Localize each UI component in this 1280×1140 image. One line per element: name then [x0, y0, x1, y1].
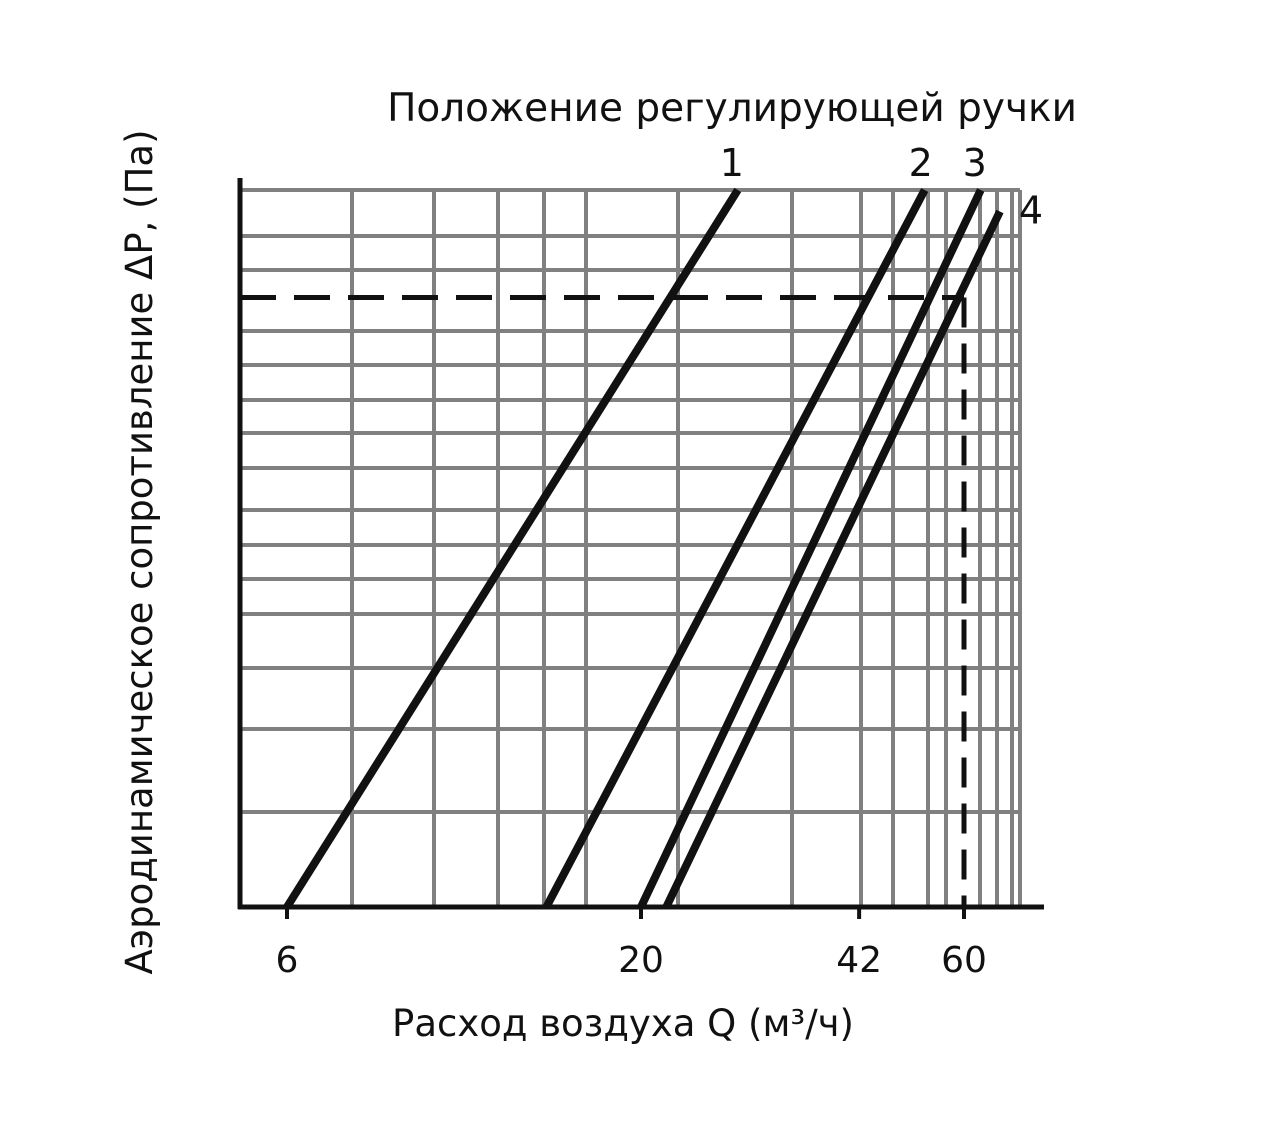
series-label-4: 4: [1019, 189, 1043, 233]
x-tick-label: 60: [941, 940, 987, 981]
x-tick-labels: 6 20 42 60: [276, 940, 987, 981]
series-line-4: [662, 209, 1004, 909]
x-tick-label: 6: [276, 940, 299, 981]
series-line-2: [542, 188, 929, 909]
x-tick-label: 20: [618, 940, 664, 981]
series-group: [283, 187, 1004, 910]
series-line-1: [283, 187, 742, 910]
y-axis-label: Аэродинамическое сопротивление ΔP, (Па): [118, 129, 161, 974]
series-line-3: [637, 188, 985, 909]
series-label-2: 2: [909, 141, 933, 185]
series-labels: 1 2 34: [720, 141, 1043, 233]
reference-lines: [240, 295, 967, 907]
axes: [237, 178, 1044, 919]
series-label-1: 1: [720, 141, 744, 185]
series-label-3: 3: [963, 141, 987, 185]
horizontal-grid: [240, 234, 1020, 814]
chart-title: Положение регулирующей ручки: [387, 86, 1077, 131]
vertical-grid: [240, 188, 1022, 907]
x-axis-label: Расход воздуха Q (м³/ч): [392, 1002, 854, 1045]
x-tick-label: 42: [836, 940, 882, 981]
